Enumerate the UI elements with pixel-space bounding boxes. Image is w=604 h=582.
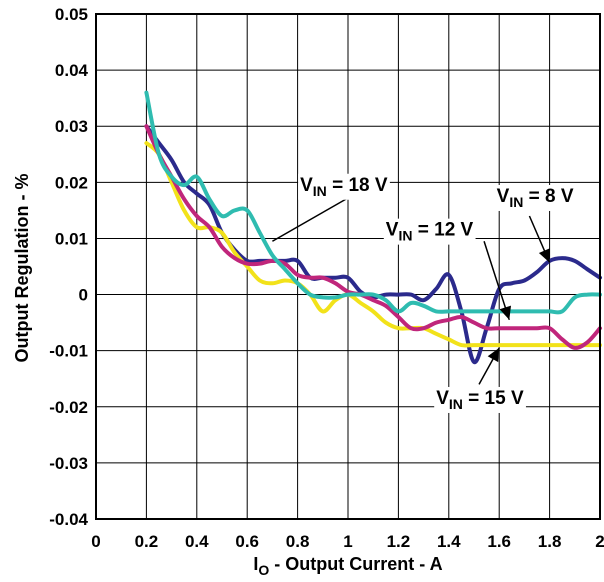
x-tick-label: 1.2 <box>387 532 411 551</box>
x-tick-label: 1.4 <box>437 532 461 551</box>
y-tick-label: 0 <box>79 286 88 305</box>
annotation-label-background <box>298 173 390 200</box>
x-axis-title-rest: - Output Current - A <box>269 554 442 574</box>
annotation-leader-line <box>483 241 510 321</box>
y-tick-label: 0.03 <box>55 117 88 136</box>
series-line <box>144 90 602 315</box>
y-tick-label: -0.01 <box>49 342 88 361</box>
series-lines <box>144 90 602 364</box>
x-tick-label: 0.2 <box>135 532 159 551</box>
y-tick-label: -0.02 <box>49 398 88 417</box>
annotation-arrowhead <box>487 347 500 363</box>
annotation-label-background <box>494 184 576 211</box>
series-line <box>144 141 602 348</box>
x-tick-label: 1.8 <box>538 532 562 551</box>
annotations: VIN = 18 V VIN = 8 V VIN = 12 V VIN = 15 V <box>272 173 576 413</box>
series-annotation-label: VIN = 12 V <box>386 220 474 244</box>
x-tick-label: 1.6 <box>487 532 511 551</box>
x-tick-label: 0 <box>91 532 100 551</box>
y-tick-label: 0.05 <box>55 5 88 24</box>
annotation-arrowhead <box>499 305 511 320</box>
x-tick-label: 1 <box>343 532 352 551</box>
y-tick-label: 0.02 <box>55 173 88 192</box>
y-tick-label: -0.03 <box>49 454 88 473</box>
x-tick-label: 2 <box>595 532 604 551</box>
annotation-label-background <box>383 218 476 245</box>
y-axis-title: Output Regulation - % <box>12 174 32 363</box>
x-axis-title-main: I <box>253 554 258 574</box>
plot-border <box>95 13 601 520</box>
y-tick-label: 0.04 <box>55 61 89 80</box>
series-annotation-label: VIN = 8 V <box>497 186 574 210</box>
tick-labels: 0 0.2 0.4 0.6 0.8 1 1.2 1.4 1.6 1.8 2 0.05 0.04 0.03 0… <box>49 5 604 551</box>
x-tick-label: 0.8 <box>286 532 310 551</box>
grid <box>95 13 601 520</box>
y-tick-label: -0.04 <box>49 510 88 529</box>
x-axis-title: IO - Output Current - A <box>253 554 442 578</box>
plot-frame <box>95 13 601 520</box>
series-line <box>144 124 602 350</box>
y-tick-label: 0.01 <box>55 229 88 248</box>
series-annotation-label: VIN = 18 V <box>300 175 388 199</box>
series-annotation-label: VIN = 15 V <box>436 388 524 412</box>
x-tick-label: 0.6 <box>235 532 259 551</box>
annotation-arrowhead <box>538 248 550 263</box>
annotation-label-background <box>434 386 526 413</box>
x-axis-title-sub: O <box>258 562 269 578</box>
x-tick-label: 0.4 <box>185 532 209 551</box>
